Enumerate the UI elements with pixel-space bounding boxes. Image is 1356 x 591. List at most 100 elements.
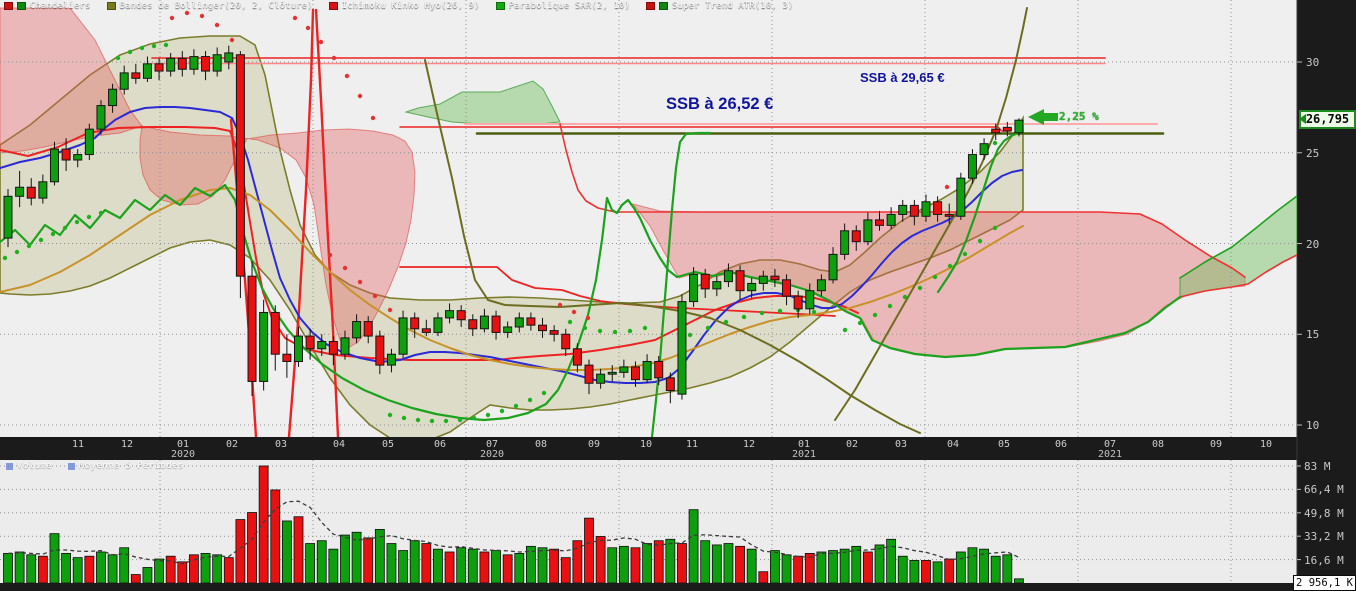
volume-bar bbox=[433, 548, 443, 583]
volume-bar bbox=[781, 554, 792, 583]
sar-green-left-dot bbox=[38, 237, 44, 243]
legend-item-3[interactable]: Parabolique SAR(2, 10) bbox=[495, 1, 630, 11]
volume-bar bbox=[735, 545, 745, 583]
price-tick-25: 25 bbox=[1306, 146, 1320, 160]
candle-body bbox=[526, 317, 536, 326]
candle-body bbox=[630, 366, 640, 381]
volume-bar bbox=[677, 543, 687, 583]
legend-item-label: Chandeliers bbox=[30, 1, 91, 11]
volume-bar bbox=[37, 555, 48, 583]
sar-green-trough-dot bbox=[541, 390, 547, 396]
sar-green-recovery-dot bbox=[705, 325, 711, 331]
candle-body bbox=[561, 333, 571, 350]
volume-legend-swatch-icon bbox=[6, 462, 13, 470]
ma-tan bbox=[0, 187, 1024, 371]
far-cloud-top-green bbox=[1179, 195, 1297, 279]
candle-body bbox=[840, 230, 850, 255]
senkou-a-red bbox=[559, 123, 1246, 278]
candle-body bbox=[642, 360, 652, 381]
sar-green-rally-dot bbox=[857, 320, 863, 326]
legend-item-label: Ichimoku Kinko Hyo(26, 9) bbox=[341, 1, 480, 11]
candle-body bbox=[386, 353, 396, 366]
time-axis-label-10: 10 bbox=[639, 439, 653, 450]
volume-bar bbox=[328, 548, 339, 583]
volume-bar bbox=[990, 555, 1001, 583]
sar-green-recovery-dot bbox=[687, 332, 693, 338]
right-cloud-bottom-red bbox=[1179, 254, 1297, 298]
volume-bar bbox=[96, 551, 106, 583]
volume-bar bbox=[479, 551, 490, 583]
sar-green-trough-dot bbox=[429, 418, 435, 424]
candle-body bbox=[201, 56, 211, 72]
sar-green-recovery-dot bbox=[741, 314, 747, 320]
legend-swatch-icon bbox=[4, 2, 13, 10]
volume-bar bbox=[909, 560, 920, 583]
volume-legend-item-0[interactable]: Volume bbox=[6, 461, 52, 471]
tenkan-red bbox=[0, 126, 859, 361]
sar-green-left-dot bbox=[2, 255, 8, 261]
candle-body bbox=[770, 275, 780, 281]
price-tick-10: 10 bbox=[1306, 419, 1320, 432]
volume-bar bbox=[398, 550, 408, 583]
chikou-green bbox=[0, 183, 1182, 422]
kijun-blue bbox=[0, 106, 1023, 384]
sar-green-rally-dot bbox=[902, 294, 908, 300]
candle-body bbox=[491, 315, 501, 333]
volume-bar bbox=[200, 552, 211, 583]
candle-body bbox=[723, 270, 733, 283]
price-tick-20: 20 bbox=[1306, 237, 1320, 251]
time-axis-label-04: 04 bbox=[946, 439, 960, 450]
candle-body bbox=[224, 52, 234, 63]
time-axis-label-08: 08 bbox=[1151, 439, 1165, 450]
volume-bar bbox=[386, 543, 397, 583]
volume-bar bbox=[351, 531, 362, 583]
time-axis-label-04: 04 bbox=[332, 439, 346, 450]
volume-bar bbox=[793, 555, 804, 583]
candle-body bbox=[15, 186, 25, 197]
volume-bar bbox=[642, 543, 652, 583]
time-axis-label-02: 02 bbox=[845, 439, 859, 450]
volume-bar bbox=[921, 560, 931, 583]
sar-green-recovery-dot bbox=[777, 308, 783, 314]
candle-body bbox=[991, 128, 1001, 134]
volume-bar bbox=[770, 550, 780, 583]
candle-body bbox=[851, 230, 861, 243]
volume-bar bbox=[72, 557, 83, 583]
volume-bar bbox=[723, 543, 734, 583]
sar-red-peak-dot bbox=[292, 15, 298, 21]
volume-bar bbox=[816, 551, 827, 583]
volume-bar bbox=[409, 540, 420, 583]
sar-green-trough-dot bbox=[513, 403, 519, 409]
candle-body bbox=[352, 321, 362, 339]
sar-green-mid2-dot bbox=[627, 328, 633, 334]
sar-green-trough-dot bbox=[387, 412, 393, 418]
volume-bar bbox=[212, 554, 223, 583]
candle-body bbox=[398, 317, 408, 355]
volume-legend-item-1[interactable]: Moyenne 5 Périodes bbox=[67, 461, 184, 471]
legend-item-2[interactable]: Ichimoku Kinko Hyo(26, 9) bbox=[328, 1, 480, 11]
time-axis-label-07: 07 2020 bbox=[479, 439, 505, 460]
sar-red-peak-dot bbox=[229, 37, 235, 43]
volume-bar bbox=[549, 548, 560, 583]
candle-body bbox=[805, 290, 815, 310]
candle-body bbox=[514, 317, 524, 328]
candle-body bbox=[456, 310, 466, 321]
candle-body bbox=[270, 311, 280, 355]
change-arrow-icon bbox=[1028, 109, 1058, 125]
sar-green-recovery-dot bbox=[723, 319, 729, 325]
candle-body bbox=[421, 328, 431, 333]
sar-green-left-dot bbox=[74, 219, 80, 225]
indicator-legend: Chandeliers Bandes de Bollinger(20, 2, Cl… bbox=[4, 0, 794, 12]
legend-item-1[interactable]: Bandes de Bollinger(20, 2, Clôture) bbox=[106, 1, 313, 11]
candle-body bbox=[933, 201, 943, 215]
sar-green-top-dot bbox=[115, 55, 121, 61]
volume-bar bbox=[119, 547, 130, 583]
legend-item-0[interactable]: Chandeliers bbox=[4, 1, 91, 11]
volume-bar bbox=[746, 548, 757, 583]
bottom-band bbox=[0, 583, 1356, 591]
legend-item-4[interactable]: Super Trend ATR(10, 3) bbox=[646, 1, 793, 11]
volume-bar bbox=[189, 554, 199, 583]
candle-body bbox=[479, 315, 489, 330]
time-axis-label-12: 12 bbox=[742, 439, 756, 450]
